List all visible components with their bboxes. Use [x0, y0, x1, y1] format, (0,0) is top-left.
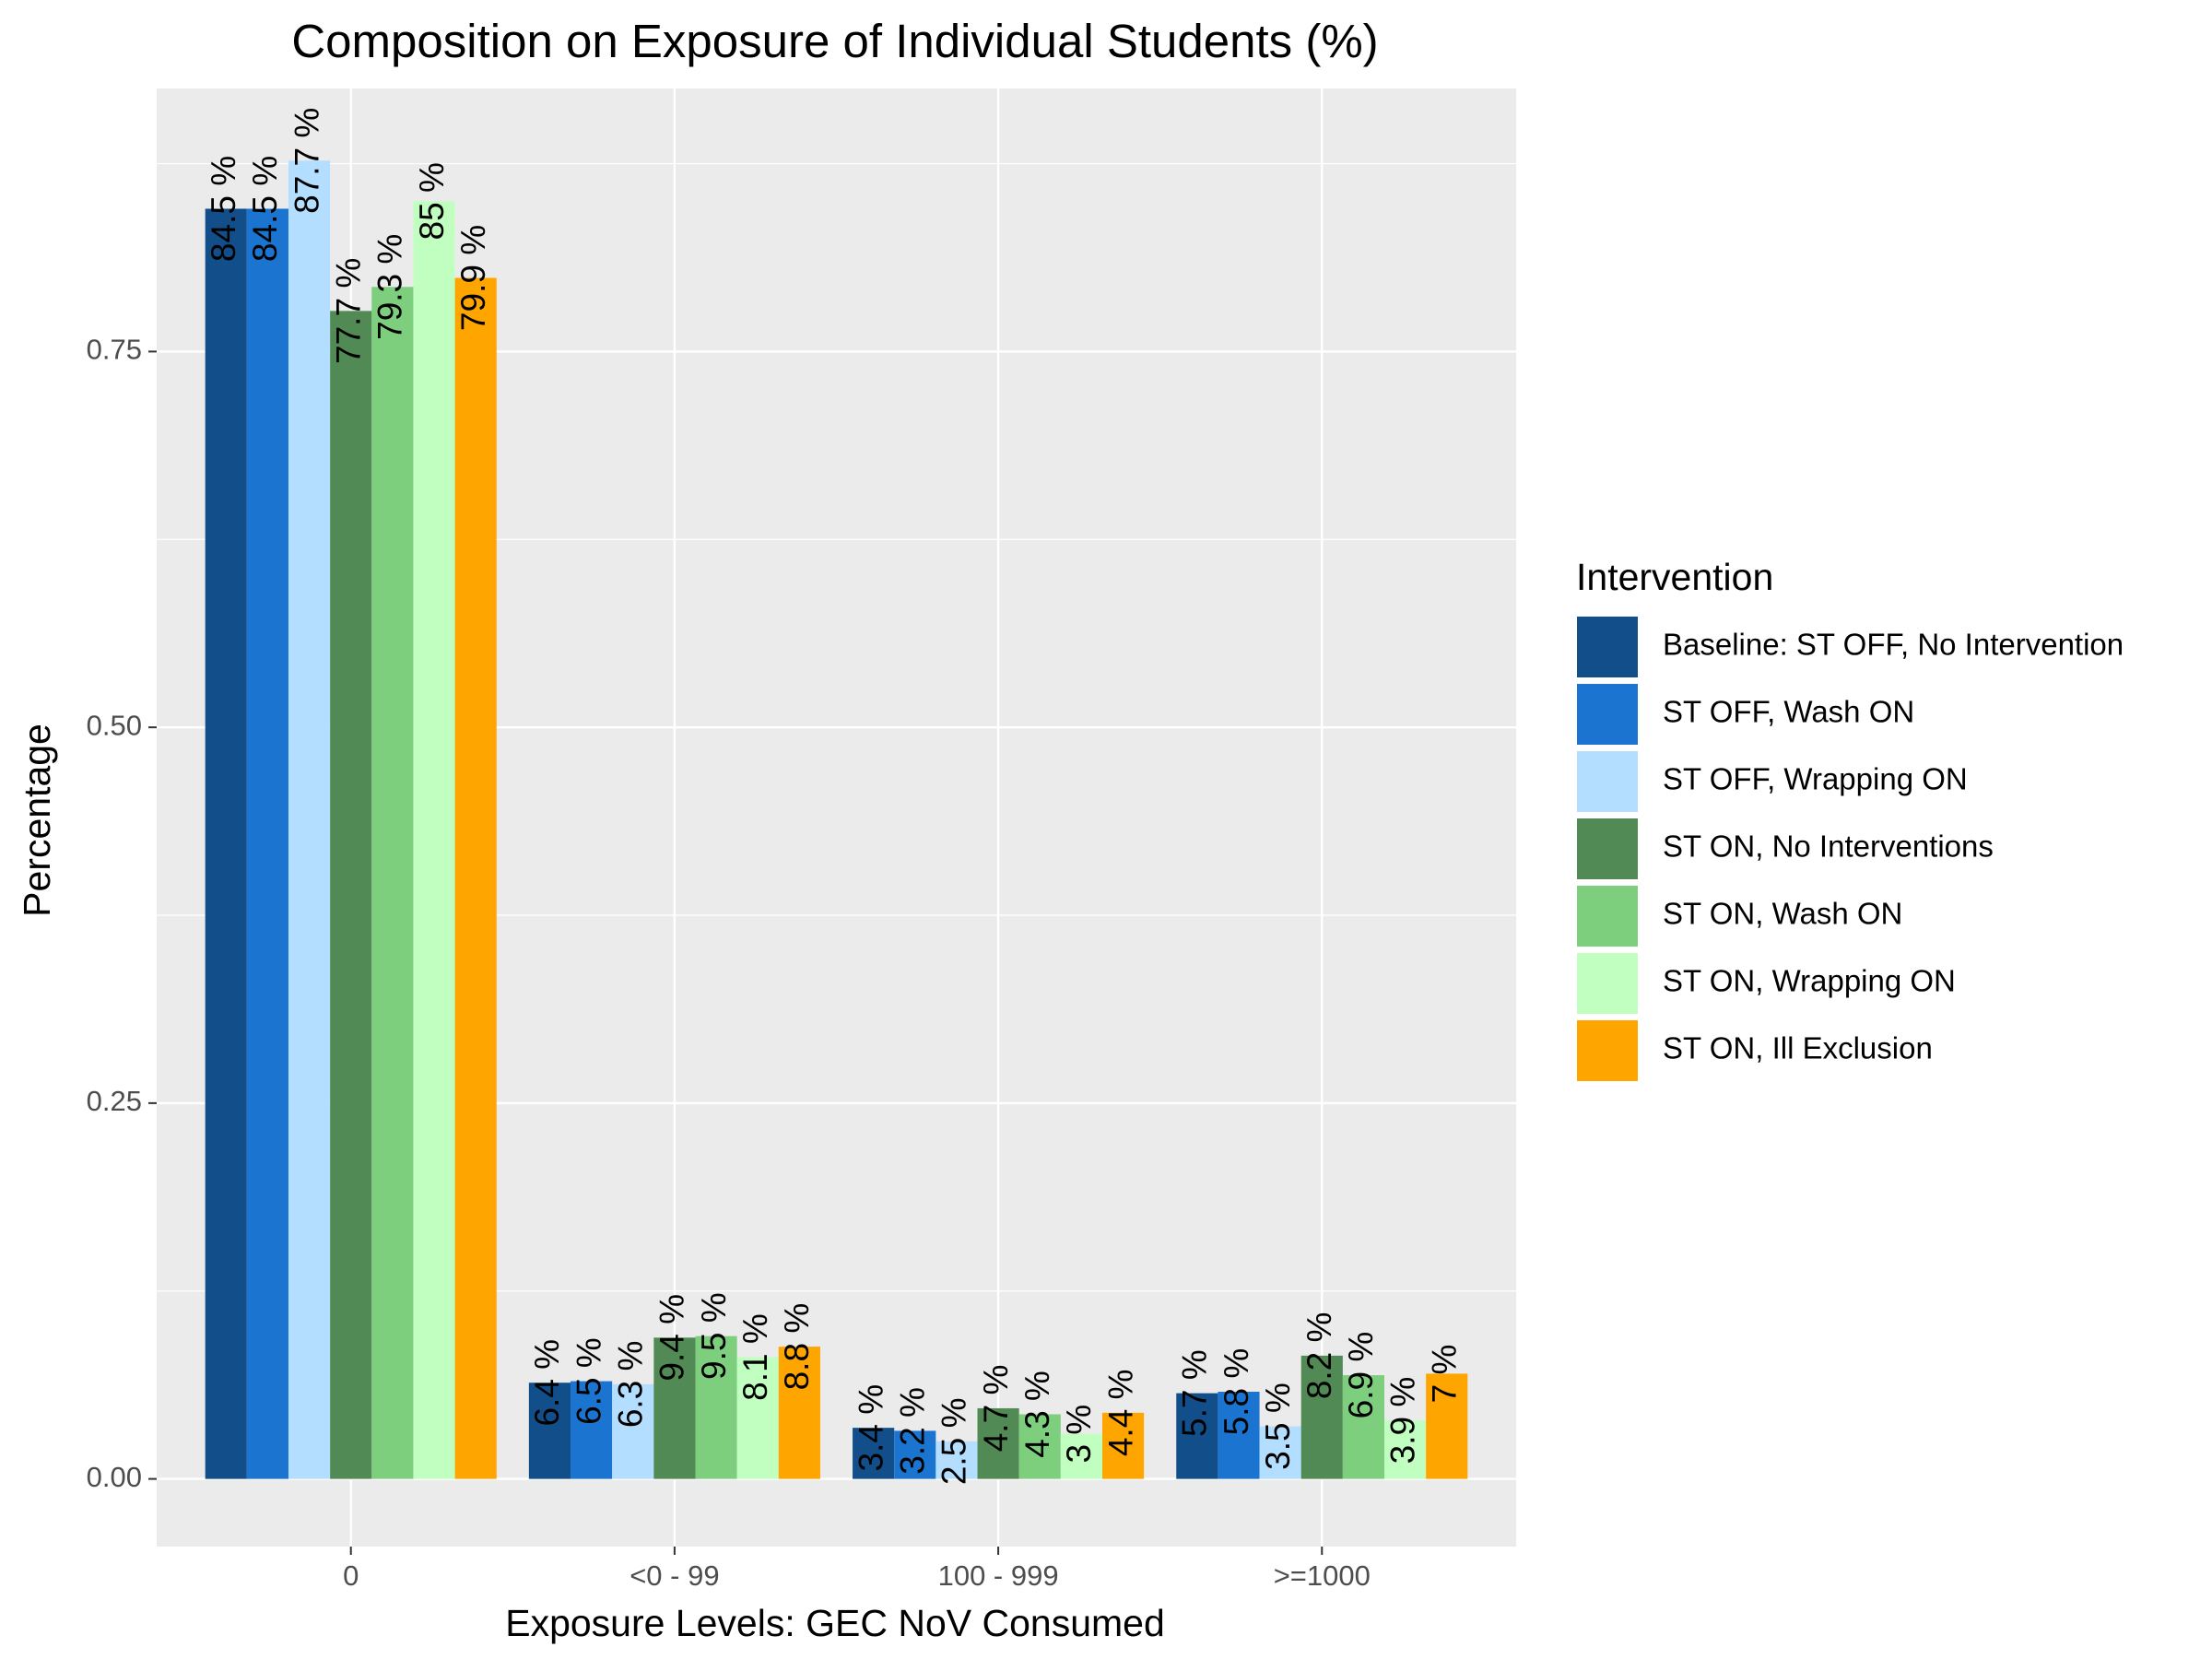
- legend-label: Baseline: ST OFF, No Intervention: [1663, 628, 2124, 662]
- bar-label: 6.3 %: [612, 1341, 650, 1429]
- bar: [736, 1357, 779, 1479]
- bar: [1018, 1414, 1061, 1479]
- legend-label: ST ON, Wash ON: [1663, 897, 1902, 931]
- bar: [778, 1347, 820, 1479]
- bar-label: 84.5 %: [246, 156, 284, 262]
- bars: [205, 160, 1468, 1479]
- bar: [1218, 1392, 1260, 1479]
- bar-label: 3.2 %: [894, 1387, 932, 1475]
- bar-label: 8.1 %: [736, 1313, 774, 1401]
- bar-label: 77.7 %: [329, 258, 367, 364]
- bar: [695, 1335, 737, 1479]
- bar-label: 3.5 %: [1259, 1382, 1297, 1470]
- legend-key: [1575, 884, 1640, 948]
- bar-label: 87.7 %: [288, 108, 325, 214]
- bar: [612, 1383, 654, 1479]
- bar-label: 3 %: [1060, 1405, 1098, 1464]
- bar: [1384, 1420, 1427, 1479]
- x-tick-label: 100 - 999: [938, 1559, 1059, 1592]
- legend-label: ST ON, No Interventions: [1663, 830, 1994, 864]
- bar: [1426, 1373, 1468, 1479]
- legend-key: [1575, 749, 1640, 814]
- axes: 0.00 0.25 0.50 0.75 0 <0 - 99 100 - 999 >=1000: [87, 334, 1371, 1592]
- bar: [1259, 1426, 1301, 1479]
- x-tick-label: <0 - 99: [629, 1559, 719, 1592]
- bar-label: 5.7 %: [1176, 1349, 1214, 1437]
- y-tick-label: 0.00: [87, 1461, 142, 1493]
- legend-label: ST ON, Ill Exclusion: [1663, 1031, 1933, 1065]
- bar: [1101, 1412, 1145, 1479]
- legend-label: ST OFF, Wash ON: [1663, 695, 1914, 729]
- bar-label: 6.4 %: [528, 1339, 566, 1427]
- bar: [528, 1382, 571, 1479]
- legend: Intervention Baseline: ST OFF, No Interv…: [1575, 556, 2124, 1083]
- bar: [1342, 1375, 1385, 1479]
- legend-title: Intervention: [1576, 556, 1773, 598]
- bar: [653, 1337, 696, 1479]
- bar-label: 5.8 %: [1218, 1348, 1255, 1436]
- legend-key: [1575, 615, 1640, 679]
- bar: [1060, 1433, 1102, 1479]
- bar-label: 9.5 %: [695, 1292, 733, 1380]
- x-tick-label: >=1000: [1274, 1559, 1371, 1592]
- bar: [288, 160, 331, 1479]
- y-axis-title: Percentage: [16, 724, 58, 917]
- bar-label: 8.8 %: [778, 1303, 816, 1391]
- bar: [330, 311, 372, 1479]
- bar: [853, 1428, 895, 1479]
- y-tick-label: 0.50: [87, 709, 142, 741]
- legend-label: ST ON, Wrapping ON: [1663, 964, 1956, 998]
- legend-key: [1575, 951, 1640, 1016]
- bar-label: 3.9 %: [1383, 1377, 1421, 1465]
- bar-label: 79.9 %: [454, 225, 492, 331]
- bar: [571, 1381, 613, 1479]
- bar-label: 9.4 %: [653, 1294, 691, 1382]
- bar-label: 84.5 %: [205, 156, 242, 262]
- bar: [935, 1441, 978, 1479]
- legend-label: ST OFF, Wrapping ON: [1663, 762, 1968, 796]
- bar-label: 4.3 %: [1018, 1371, 1056, 1458]
- bar: [246, 208, 288, 1479]
- x-axis-title: Exposure Levels: GEC NoV Consumed: [505, 1602, 1165, 1644]
- bar-value-labels: 84.5 % 84.5 % 87.7 %77.7 % 79.3 %85 %79.9 %…: [205, 108, 1463, 1485]
- y-tick-label: 0.75: [87, 334, 142, 366]
- bar: [413, 201, 455, 1479]
- bar-label: 6.5 %: [570, 1337, 607, 1425]
- x-tick-label: 0: [343, 1559, 359, 1592]
- bar: [1300, 1355, 1343, 1479]
- legend-key: [1575, 817, 1640, 881]
- bar-label: 4.4 %: [1101, 1370, 1139, 1457]
- bar: [454, 277, 497, 1479]
- bar-label: 4.7 %: [977, 1365, 1015, 1453]
- chart-title: Composition on Exposure of Individual St…: [291, 15, 1378, 67]
- legend-key: [1575, 1018, 1640, 1083]
- y-tick-label: 0.25: [87, 1085, 142, 1117]
- bar-label: 8.2 %: [1300, 1312, 1338, 1400]
- bar: [1176, 1393, 1218, 1479]
- bar-label: 79.3 %: [371, 234, 409, 340]
- bar-label: 7 %: [1426, 1345, 1464, 1404]
- bar: [894, 1430, 936, 1479]
- bar: [977, 1407, 1019, 1479]
- bar: [371, 287, 414, 1479]
- bar: [205, 208, 247, 1479]
- bar-label: 6.9 %: [1342, 1332, 1380, 1419]
- bar-label: 85 %: [413, 162, 451, 240]
- bar-label: 3.4 %: [852, 1384, 889, 1472]
- bar-label: 2.5 %: [935, 1398, 973, 1486]
- legend-key: [1575, 682, 1640, 747]
